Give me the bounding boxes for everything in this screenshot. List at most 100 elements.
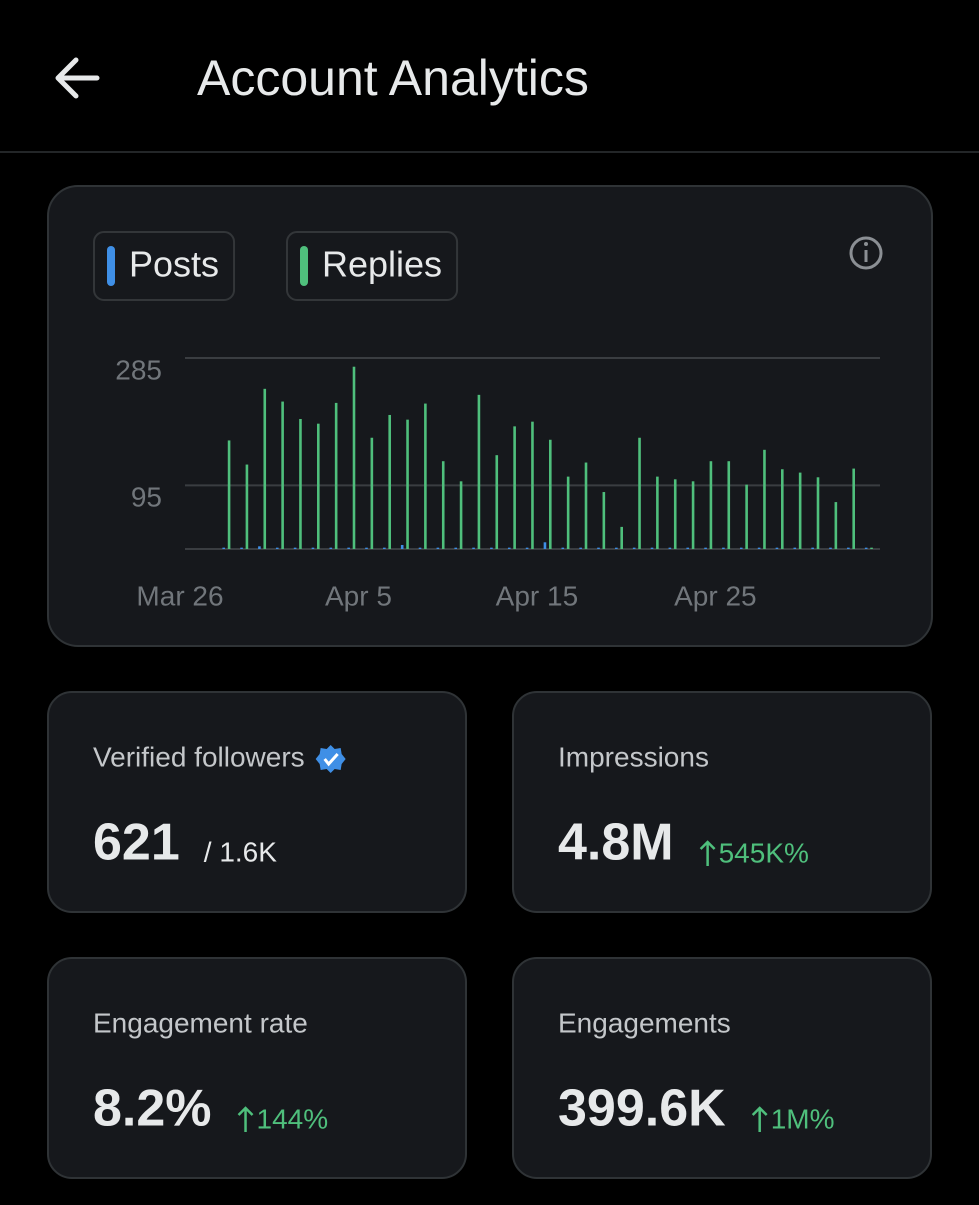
bar	[709, 461, 713, 549]
legend-item[interactable]: Replies	[286, 231, 459, 301]
back-arrow	[55, 57, 100, 99]
bar	[424, 403, 427, 549]
stat-card	[512, 957, 932, 1179]
stat-card	[47, 957, 467, 1179]
bar	[638, 437, 641, 549]
back-button[interactable]	[55, 57, 100, 99]
bar	[739, 547, 743, 549]
legend-item[interactable]: Posts	[93, 231, 236, 301]
bar	[383, 547, 386, 549]
legend-swatch	[300, 246, 308, 286]
stat-value: 399.6K	[558, 1080, 726, 1138]
bar	[317, 423, 320, 549]
stat-change: 1M%	[771, 1103, 835, 1134]
y-tick-label: 95	[131, 482, 162, 513]
bar	[650, 547, 654, 549]
bar	[543, 542, 547, 549]
bar	[311, 547, 315, 549]
bar	[722, 547, 725, 549]
legend-label: Replies	[322, 244, 442, 285]
bar	[691, 481, 695, 549]
bar	[365, 547, 368, 549]
bar	[477, 394, 481, 549]
stat-label: Verified followers	[93, 741, 305, 772]
bar	[334, 402, 338, 549]
info-button[interactable]	[849, 236, 883, 270]
legend-label: Posts	[129, 244, 219, 285]
bar	[579, 547, 582, 549]
bar	[829, 547, 832, 549]
bar	[745, 484, 748, 549]
x-tick-label: Apr 25	[674, 580, 757, 611]
bar	[847, 547, 850, 549]
stat-label: Engagement rate	[93, 1007, 308, 1038]
bar	[834, 502, 838, 549]
bar	[620, 526, 623, 549]
bar	[507, 547, 511, 549]
bar	[388, 414, 391, 549]
bar	[793, 547, 797, 549]
stat-value: 4.8M	[558, 814, 674, 872]
x-tick-label: Apr 15	[496, 580, 579, 611]
up-arrow	[237, 1106, 254, 1132]
bar	[227, 440, 231, 549]
bar	[781, 469, 784, 549]
bar	[566, 476, 570, 549]
bar	[602, 492, 606, 549]
bar	[584, 462, 588, 549]
stat-change: 144%	[257, 1103, 329, 1134]
bar	[757, 547, 761, 549]
bar	[763, 449, 766, 549]
bar	[441, 461, 445, 549]
bar	[459, 481, 463, 549]
x-tick-label: Mar 26	[136, 580, 223, 611]
bar	[293, 547, 297, 549]
stat-value: 621	[93, 814, 180, 872]
bar	[686, 547, 690, 549]
bar	[472, 547, 475, 549]
stat-value: 8.2%	[93, 1080, 212, 1138]
verified-badge	[315, 745, 346, 773]
bar	[495, 455, 499, 549]
bar	[263, 388, 267, 549]
bar	[329, 547, 333, 549]
bar	[240, 547, 243, 549]
bar	[852, 468, 855, 549]
bar	[727, 461, 731, 549]
info-icon-dot	[864, 242, 868, 246]
bar	[513, 426, 516, 549]
stat-card	[512, 691, 932, 913]
up-arrow	[699, 840, 716, 866]
bar	[656, 476, 659, 549]
bar	[222, 547, 226, 549]
bar	[406, 419, 409, 549]
stat-card	[47, 691, 467, 913]
bar	[864, 547, 868, 549]
bar	[811, 547, 814, 549]
bar	[870, 547, 873, 549]
bar	[549, 439, 552, 549]
y-tick-label: 285	[115, 354, 162, 385]
stat-label: Engagements	[558, 1007, 731, 1038]
bar	[347, 547, 350, 549]
stat-secondary: / 1.6K	[204, 836, 277, 867]
badge-check	[323, 752, 339, 767]
bar	[245, 464, 249, 549]
bar	[816, 477, 820, 549]
bar	[418, 547, 422, 549]
bar	[281, 401, 284, 549]
bar	[632, 547, 636, 549]
badge-shape	[315, 745, 346, 773]
info-icon	[849, 236, 883, 270]
up-arrow	[751, 1106, 768, 1132]
bar	[668, 547, 672, 549]
bar	[597, 547, 600, 549]
bar	[258, 546, 261, 549]
stat-label: Impressions	[558, 741, 709, 772]
bar	[561, 547, 565, 549]
legend-pill	[286, 231, 459, 301]
bar	[798, 472, 802, 549]
stat-change: 545K%	[719, 837, 809, 868]
bar	[615, 547, 618, 549]
